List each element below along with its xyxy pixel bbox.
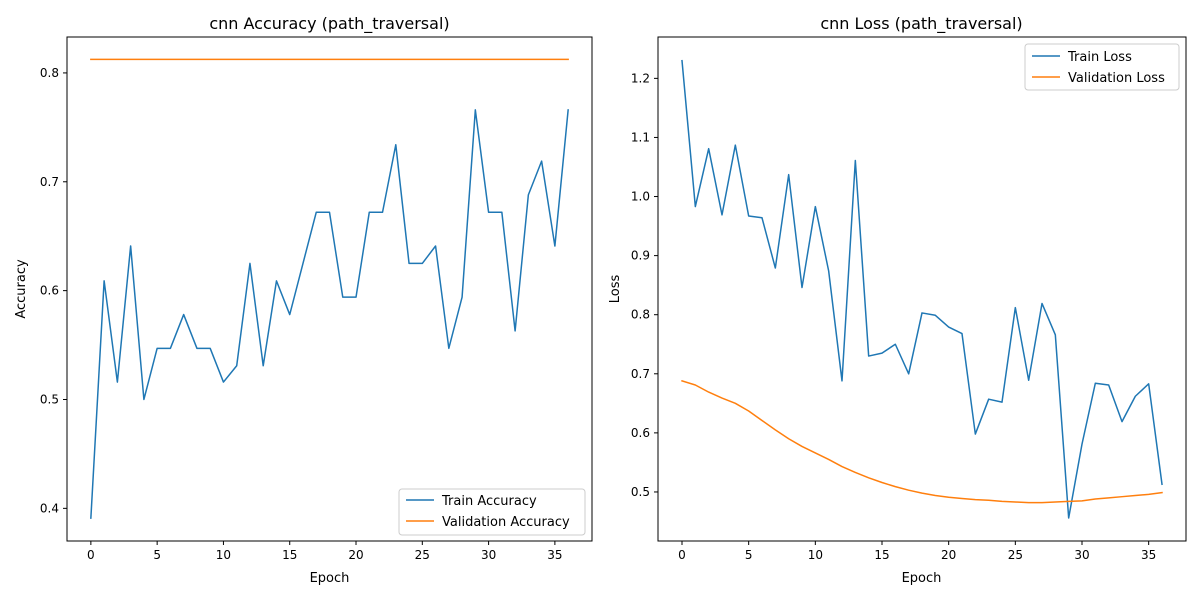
- accuracy-legend-label-validation: Validation Accuracy: [442, 515, 570, 530]
- loss-x-axis-label: Epoch: [902, 571, 942, 586]
- loss-legend: Train Loss Validation Loss: [1024, 43, 1180, 91]
- loss-legend-label-validation: Validation Loss: [1068, 71, 1165, 86]
- loss-y-tick-label: 1.0: [631, 190, 650, 204]
- loss-x-tick-label: 25: [1008, 548, 1023, 562]
- loss-series-line-validation: [681, 379, 1163, 504]
- loss-y-axis-label: Loss: [608, 275, 623, 304]
- loss-y-tick-label: 0.7: [631, 367, 650, 381]
- accuracy-y-tick-label: 0.6: [40, 284, 59, 298]
- accuracy-x-axis-label: Epoch: [310, 571, 350, 586]
- loss-x-tick-label: 20: [941, 548, 956, 562]
- loss-y-tick-label: 0.6: [631, 426, 650, 440]
- loss-y-tick-label: 0.8: [631, 308, 650, 322]
- accuracy-y-tick-label: 0.7: [40, 175, 59, 189]
- accuracy-y-tick-label: 0.4: [40, 501, 59, 515]
- accuracy-series-line-train: [90, 109, 569, 519]
- accuracy-x-tick-label: 0: [87, 548, 95, 562]
- accuracy-plot-frame: [66, 36, 593, 542]
- loss-chart-title: cnn Loss (path_traversal): [820, 14, 1022, 34]
- loss-x-tick-label: 0: [678, 548, 686, 562]
- accuracy-x-tick-label: 20: [348, 548, 363, 562]
- loss-series-line-train: [681, 59, 1163, 519]
- accuracy-x-tick-label: 35: [547, 548, 562, 562]
- accuracy-chart: cnn Accuracy (path_traversal) 0 5 10 15 20 25…: [14, 14, 593, 586]
- loss-x-tick-label: 35: [1141, 548, 1156, 562]
- accuracy-chart-title: cnn Accuracy (path_traversal): [209, 14, 449, 34]
- loss-chart: cnn Loss (path_traversal) 0 5 10 15 20 25 30 35…: [608, 14, 1187, 586]
- loss-y-tick-label: 0.9: [631, 249, 650, 263]
- loss-y-tick-label: 1.2: [631, 71, 650, 85]
- accuracy-x-tick-label: 25: [415, 548, 430, 562]
- accuracy-x-tick-label: 5: [153, 548, 161, 562]
- accuracy-x-tick-label: 30: [481, 548, 496, 562]
- loss-legend-box: [1024, 43, 1180, 91]
- loss-x-tick-label: 15: [874, 548, 889, 562]
- loss-y-tick-label: 0.5: [631, 485, 650, 499]
- accuracy-legend-box: [398, 488, 586, 536]
- accuracy-y-axis-label: Accuracy: [14, 259, 29, 319]
- accuracy-x-tick-label: 15: [282, 548, 297, 562]
- loss-plot-frame: [657, 36, 1187, 542]
- loss-x-tick-label: 30: [1074, 548, 1089, 562]
- accuracy-legend-label-train: Train Accuracy: [441, 494, 537, 509]
- accuracy-legend: Train Accuracy Validation Accuracy: [398, 488, 586, 536]
- loss-x-tick-label: 10: [808, 548, 823, 562]
- loss-legend-label-train: Train Loss: [1067, 50, 1132, 65]
- loss-y-tick-label: 1.1: [631, 130, 650, 144]
- accuracy-y-tick-label: 0.5: [40, 392, 59, 406]
- loss-x-tick-label: 5: [745, 548, 753, 562]
- accuracy-x-tick-label: 10: [216, 548, 231, 562]
- accuracy-y-tick-label: 0.8: [40, 66, 59, 80]
